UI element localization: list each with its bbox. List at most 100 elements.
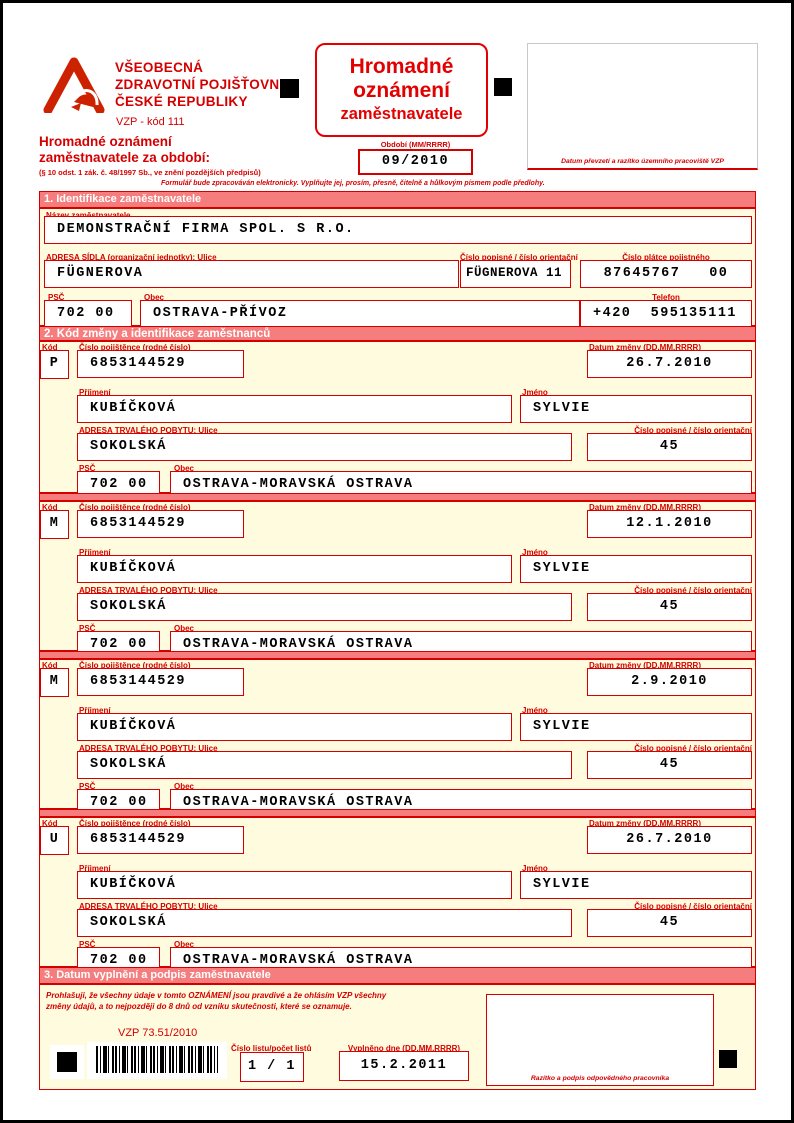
receipt-stamp-box: Datum převzetí a razítko územního pracov… (527, 43, 758, 170)
code-label: Kód (42, 503, 58, 512)
change-date-label: Datum změny (DD.MM.RRRR) (589, 819, 701, 828)
employee-record: Kód Číslo pojištěnce (rodné číslo) Datum… (39, 817, 756, 975)
change-date-field[interactable]: 26.7.2010 (587, 350, 752, 378)
surname-field[interactable]: KUBÍČKOVÁ (77, 713, 512, 741)
declaration-text: Prohlašuji, že všechny údaje v tomto OZN… (46, 991, 387, 1011)
surname-field[interactable]: KUBÍČKOVÁ (77, 871, 512, 899)
firstname-field[interactable]: SYLVIE (520, 555, 752, 583)
residence-street-label: ADRESA TRVALÉHO POBYTU: Ulice (79, 744, 218, 753)
city-label: Obec (174, 782, 195, 791)
residence-street-field[interactable]: SOKOLSKÁ (77, 593, 572, 621)
filled-date-label: Vyplněno dne (DD.MM.RRRR) (347, 1044, 461, 1053)
period-label: Období (MM/RRRR) (380, 140, 451, 149)
barcode (87, 1042, 227, 1079)
insured-number-field[interactable]: 6853144529 (77, 668, 244, 696)
residence-street-field[interactable]: SOKOLSKÁ (77, 909, 572, 937)
payer-number-field[interactable]: 87645767 00 (580, 260, 752, 288)
insured-number-label: Číslo pojištěnce (rodné číslo) (79, 819, 191, 828)
signature-stamp-box: Razítko a podpis odpovědného pracovníka (486, 994, 714, 1086)
employer-housenumber-field[interactable]: FÜGNEROVA 11 (460, 260, 571, 288)
change-date-field[interactable]: 2.9.2010 (587, 668, 752, 696)
code-field[interactable]: P (40, 350, 69, 379)
employee-record: Kód Číslo pojištěnce (rodné číslo) Datum… (39, 501, 756, 659)
code-field[interactable]: M (40, 668, 69, 697)
record-separator (39, 651, 756, 659)
firstname-field[interactable]: SYLVIE (520, 395, 752, 423)
employer-zip-field[interactable]: 702 00 (44, 300, 132, 328)
filled-date-field[interactable]: 15.2.2011 (339, 1051, 469, 1081)
sheet-count-field[interactable]: 1 / 1 (240, 1052, 304, 1082)
employer-zip-label: PSČ (48, 293, 65, 302)
registration-mark (719, 1050, 737, 1068)
residence-street-label: ADRESA TRVALÉHO POBYTU: Ulice (79, 586, 218, 595)
form-code: VZP - kód 111 (116, 116, 185, 128)
change-date-label: Datum změny (DD.MM.RRRR) (589, 343, 701, 352)
housenumber-label: Číslo popisné / číslo orientační (634, 744, 752, 753)
housenumber-field[interactable]: 45 (587, 909, 752, 937)
code-label: Kód (42, 819, 58, 828)
housenumber-field[interactable]: 45 (587, 433, 752, 461)
change-date-label: Datum změny (DD.MM.RRRR) (589, 661, 701, 670)
employer-street-label: ADRESA SÍDLA (organizační jednotky): Uli… (46, 253, 217, 262)
vzp-logo-icon (43, 57, 105, 113)
code-label: Kód (42, 343, 58, 352)
registration-mark (280, 79, 299, 98)
residence-street-label: ADRESA TRVALÉHO POBYTU: Ulice (79, 902, 218, 911)
code-field[interactable]: M (40, 510, 69, 539)
record-separator (39, 809, 756, 817)
zip-label: PSČ (79, 464, 96, 473)
residence-street-field[interactable]: SOKOLSKÁ (77, 751, 572, 779)
change-date-field[interactable]: 26.7.2010 (587, 826, 752, 854)
firstname-label: Jméno (522, 706, 548, 715)
employer-housenumber-label: Číslo popisné / číslo orientační (460, 253, 578, 262)
surname-label: Příjmení (79, 388, 111, 397)
payer-number-label: Číslo plátce pojistného (622, 253, 710, 262)
insured-number-label: Číslo pojištěnce (rodné číslo) (79, 661, 191, 670)
city-label: Obec (174, 464, 195, 473)
city-label: Obec (174, 940, 195, 949)
insured-number-field[interactable]: 6853144529 (77, 350, 244, 378)
firstname-label: Jméno (522, 388, 548, 397)
employer-city-field[interactable]: OSTRAVA-PŘÍVOZ (140, 300, 580, 328)
surname-field[interactable]: KUBÍČKOVÁ (77, 555, 512, 583)
surname-field[interactable]: KUBÍČKOVÁ (77, 395, 512, 423)
housenumber-label: Číslo popisné / číslo orientační (634, 586, 752, 595)
employee-record: Kód Číslo pojištěnce (rodné číslo) Datum… (39, 341, 756, 499)
section1-block: Název zaměstnavatele DEMONSTRAČNÍ FIRMA … (39, 208, 756, 328)
surname-label: Příjmení (79, 864, 111, 873)
housenumber-field[interactable]: 45 (587, 751, 752, 779)
legal-reference: (§ 10 odst. 1 zák. č. 48/1997 Sb., ve zn… (39, 168, 261, 177)
employee-record: Kód Číslo pojištěnce (rodné číslo) Datum… (39, 659, 756, 817)
signature-caption: Razítko a podpis odpovědného pracovníka (530, 1075, 670, 1082)
housenumber-field[interactable]: 45 (587, 593, 752, 621)
sheet-count-label: Číslo listu/počet listů (231, 1044, 312, 1053)
employer-name-field[interactable]: DEMONSTRAČNÍ FIRMA SPOL. S R.O. (44, 216, 752, 244)
zip-label: PSČ (79, 782, 96, 791)
firstname-field[interactable]: SYLVIE (520, 713, 752, 741)
record-separator (39, 493, 756, 501)
employer-street-field[interactable]: FÜGNEROVA (44, 260, 459, 288)
phone-field[interactable]: +420 595135111 (580, 300, 752, 328)
employer-city-label: Obec (144, 293, 165, 302)
receipt-stamp-caption: Datum převzetí a razítko územního pracov… (561, 158, 724, 165)
code-label: Kód (42, 661, 58, 670)
change-date-label: Datum změny (DD.MM.RRRR) (589, 503, 701, 512)
insured-number-field[interactable]: 6853144529 (77, 510, 244, 538)
insured-number-field[interactable]: 6853144529 (77, 826, 244, 854)
surname-label: Příjmení (79, 548, 111, 557)
residence-street-label: ADRESA TRVALÉHO POBYTU: Ulice (79, 426, 218, 435)
insured-number-label: Číslo pojištěnce (rodné číslo) (79, 503, 191, 512)
form-number: VZP 73.51/2010 (118, 1027, 198, 1039)
code-field[interactable]: U (40, 826, 69, 855)
residence-street-field[interactable]: SOKOLSKÁ (77, 433, 572, 461)
firstname-label: Jméno (522, 864, 548, 873)
firstname-field[interactable]: SYLVIE (520, 871, 752, 899)
section3-header: 3. Datum vyplnění a podpis zaměstnavatel… (39, 967, 756, 984)
employer-name-label: Název zaměstnavatele (46, 211, 131, 220)
firstname-label: Jméno (522, 548, 548, 557)
period-field[interactable]: 09/2010 (358, 149, 473, 175)
form-title-box: Hromadné oznámení zaměstnavatele (315, 43, 488, 137)
change-date-field[interactable]: 12.1.2010 (587, 510, 752, 538)
phone-label: Telefon (652, 293, 680, 302)
